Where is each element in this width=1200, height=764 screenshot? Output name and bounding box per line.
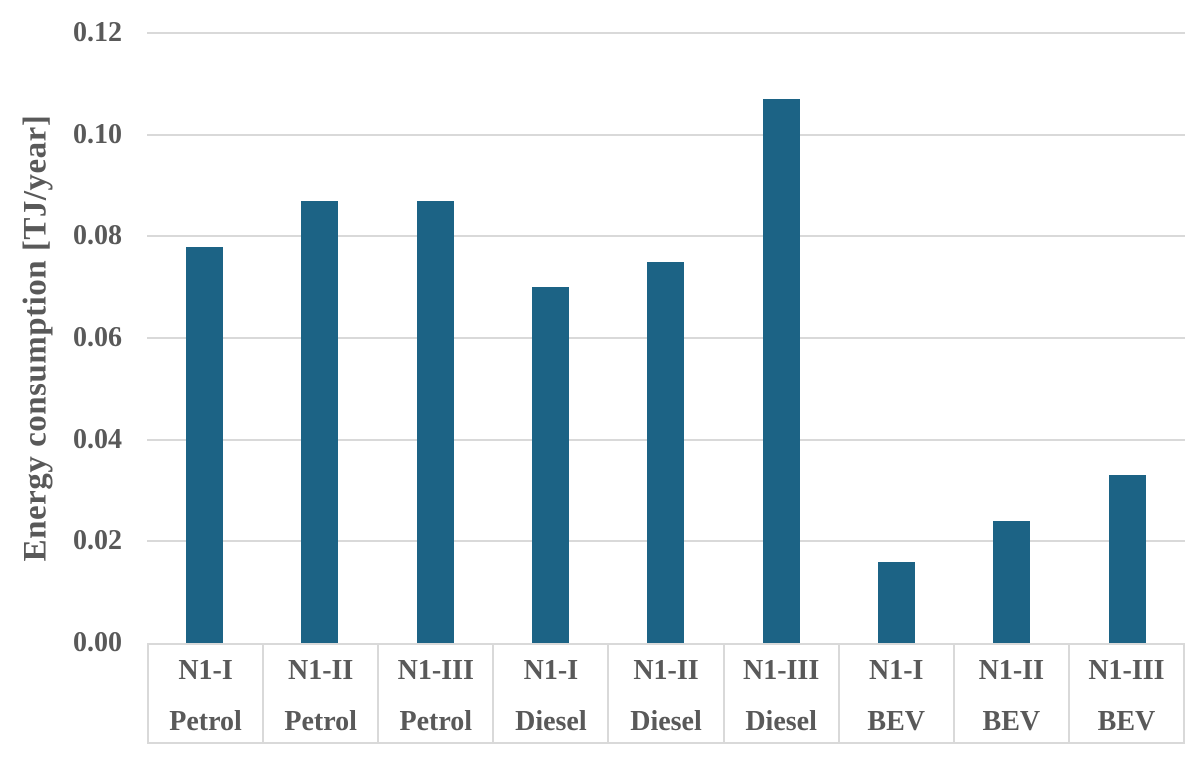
category-label-box: N1-I Petrol	[147, 645, 262, 742]
category-label-box: N1-II Diesel	[607, 645, 722, 742]
category-group-label: Diesel	[745, 706, 817, 737]
category-tier-label: N1-III	[742, 655, 820, 686]
bar-n1-iii-bev	[1108, 475, 1146, 643]
bar-slot	[147, 33, 262, 643]
y-tick-label: 0.06	[73, 322, 122, 353]
y-tick-label: 0.10	[73, 118, 122, 150]
bar-n1-i-petrol	[186, 246, 224, 643]
category-tier-label: N1-I	[523, 655, 579, 686]
bar-slot	[839, 33, 954, 643]
y-tick-label: 0.12	[73, 17, 122, 48]
category-group-label: Petrol	[169, 706, 242, 737]
bar-slot	[262, 33, 377, 643]
category-label-box: N1-III Petrol	[377, 645, 492, 742]
bars	[147, 33, 1185, 643]
y-tick-label: 0.00	[73, 627, 122, 658]
category-tier-label: N1-II	[978, 655, 1044, 686]
category-label-box: N1-I Diesel	[492, 645, 607, 742]
category-label-box: N1-III Diesel	[722, 645, 838, 742]
category-tier-label: N1-I	[868, 655, 924, 686]
bar-n1-iii-diesel	[762, 99, 800, 643]
bar-slot	[493, 33, 608, 643]
category-label-box: N1-III BEV	[1067, 645, 1183, 742]
gridline	[147, 235, 1185, 238]
y-tick-label: 0.08	[73, 220, 122, 252]
category-tier-label: N1-III	[1088, 655, 1165, 686]
bar-n1-ii-bev	[993, 521, 1031, 643]
bar-n1-ii-diesel	[647, 261, 685, 643]
bar-n1-i-bev	[878, 561, 916, 643]
category-label-box: N1-II BEV	[952, 645, 1068, 742]
x-axis-category-labels: N1-I Petrol N1-II Petrol N1-III Petrol N1-I Die…	[147, 643, 1185, 744]
category-group-label: Diesel	[630, 706, 702, 737]
category-group-label: BEV	[1097, 706, 1156, 737]
bar-slot	[1070, 33, 1185, 643]
category-label-box: N1-II Petrol	[262, 645, 377, 742]
category-group-label: BEV	[867, 706, 925, 737]
y-tick-label: 0.02	[73, 525, 122, 557]
category-tier-label: N1-II	[633, 655, 699, 686]
category-group-label: Petrol	[284, 706, 357, 737]
plot-area	[147, 32, 1185, 643]
bar-n1-ii-petrol	[301, 200, 339, 643]
bar-slot	[608, 33, 723, 643]
category-tier-label: N1-I	[178, 655, 233, 686]
category-tier-label: N1-II	[287, 655, 354, 686]
category-group-label: Petrol	[399, 706, 473, 737]
gridline	[147, 133, 1185, 136]
bar-slot	[378, 33, 493, 643]
bar-n1-iii-petrol	[416, 200, 454, 643]
category-group-label: BEV	[982, 706, 1041, 737]
gridline	[147, 32, 1185, 34]
bar-n1-i-diesel	[532, 287, 570, 643]
category-tier-label: N1-III	[397, 655, 474, 686]
category-group-label: Diesel	[515, 706, 587, 737]
y-tick-label: 0.04	[73, 423, 122, 455]
category-label-box: N1-I BEV	[837, 645, 953, 742]
bar-slot	[954, 33, 1069, 643]
bar-slot	[724, 33, 839, 643]
